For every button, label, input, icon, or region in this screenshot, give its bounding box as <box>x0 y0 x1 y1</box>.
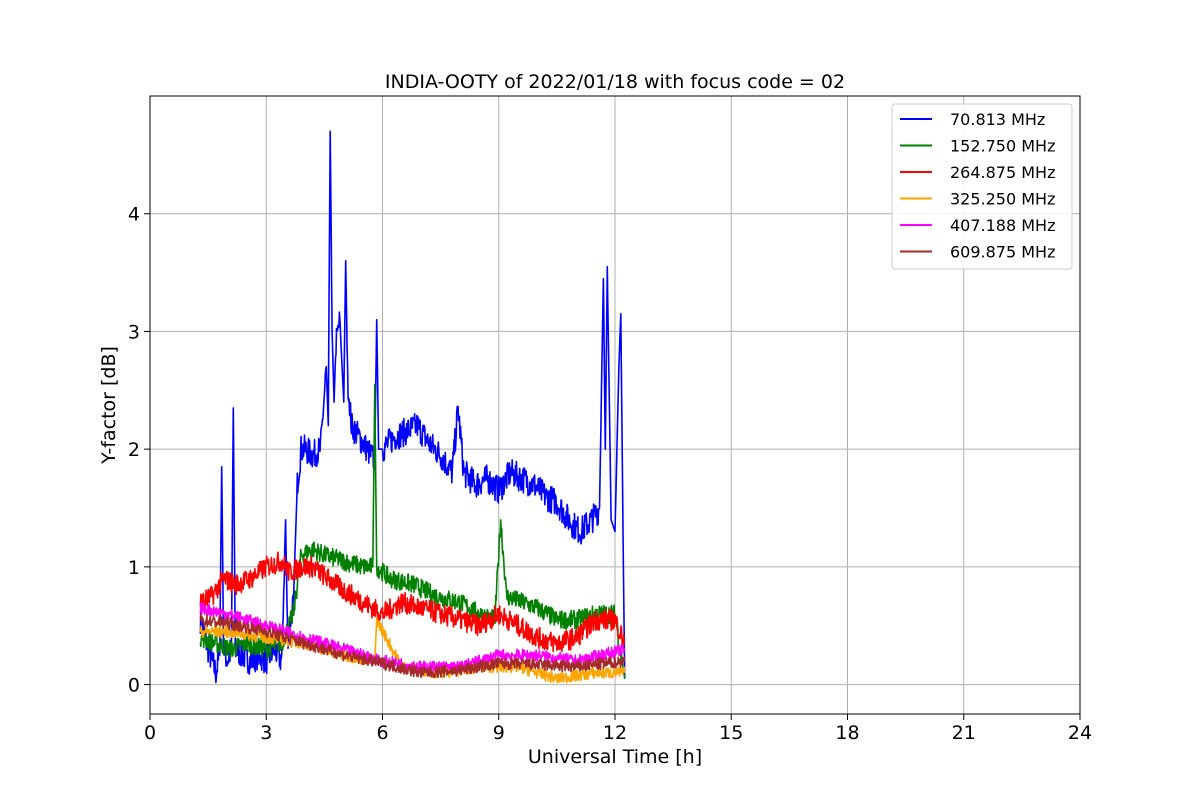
y-tick-label: 1 <box>128 557 140 579</box>
x-tick-label: 0 <box>144 722 156 744</box>
x-tick-label: 3 <box>260 722 272 744</box>
legend-label: 609.875 MHz <box>950 243 1055 262</box>
chart-title: INDIA-OOTY of 2022/01/18 with focus code… <box>385 71 845 93</box>
legend-label: 152.750 MHz <box>950 137 1055 156</box>
x-axis-label: Universal Time [h] <box>528 746 702 768</box>
x-tick-label: 6 <box>376 722 388 744</box>
series-line-2 <box>199 551 626 653</box>
x-tick-label: 24 <box>1068 722 1092 744</box>
series-lines <box>199 130 626 684</box>
legend-label: 70.813 MHz <box>950 110 1045 129</box>
legend-label: 325.250 MHz <box>950 190 1055 209</box>
x-tick-label: 18 <box>835 722 859 744</box>
x-tick-label: 12 <box>603 722 627 744</box>
legend-box <box>891 103 1073 270</box>
legend-label: 264.875 MHz <box>950 163 1055 182</box>
legend: 70.813 MHz 152.750 MHz 264.875 MHz 325.250 … <box>891 103 1073 270</box>
y-tick-label: 3 <box>128 321 140 343</box>
y-tick-label: 0 <box>128 675 140 697</box>
y-axis-label: Y-factor [dB] <box>98 346 120 465</box>
x-tick-label: 21 <box>952 722 976 744</box>
series-line-5 <box>199 613 626 679</box>
legend-label: 407.188 MHz <box>950 216 1055 235</box>
y-tick-label: 2 <box>128 439 140 461</box>
y-tick-label: 4 <box>128 204 140 226</box>
x-tick-label: 15 <box>719 722 743 744</box>
x-tick-label: 9 <box>493 722 505 744</box>
